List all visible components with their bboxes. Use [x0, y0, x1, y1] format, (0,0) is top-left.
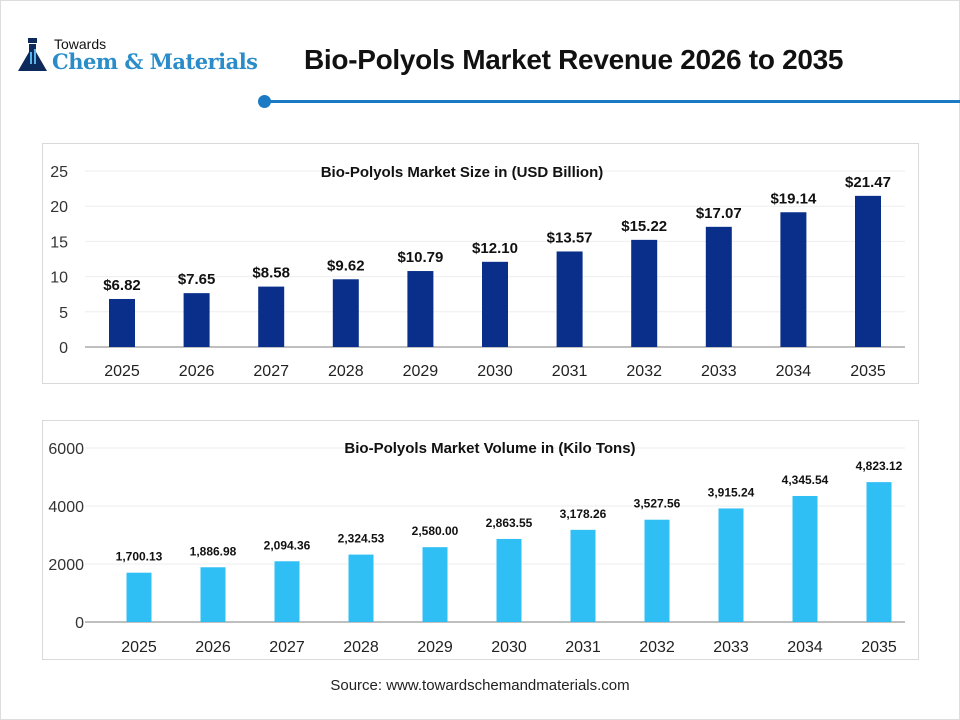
- data-label: $13.57: [547, 229, 593, 246]
- x-tick-label: 2025: [104, 363, 140, 380]
- bar: [126, 572, 152, 622]
- bar: [705, 226, 732, 347]
- bar: [422, 547, 448, 622]
- bar: [482, 261, 508, 347]
- bar: [407, 271, 434, 347]
- data-label: 3,915.24: [708, 485, 755, 499]
- x-tick-label: 2033: [713, 639, 749, 656]
- data-label: $9.62: [327, 257, 365, 274]
- bar: [258, 286, 285, 347]
- bar: [570, 529, 596, 622]
- x-tick-label: 2033: [701, 363, 737, 380]
- y-tick-label: 4000: [48, 499, 84, 516]
- y-tick-label: 2000: [48, 557, 84, 574]
- x-tick-label: 2026: [195, 639, 231, 656]
- y-tick-label: 20: [50, 199, 68, 216]
- data-label: $15.22: [621, 218, 667, 235]
- bar: [274, 561, 300, 622]
- data-label: 3,178.26: [560, 507, 607, 521]
- y-tick-label: 0: [59, 340, 68, 357]
- data-label: $7.65: [178, 271, 216, 288]
- x-tick-label: 2034: [776, 363, 812, 380]
- data-label: 3,527.56: [634, 497, 681, 511]
- bar: [855, 195, 881, 347]
- size-chart-box: [42, 143, 919, 384]
- page-title: Bio-Polyols Market Revenue 2026 to 2035: [304, 44, 844, 75]
- data-label: 2,580.00: [412, 524, 459, 538]
- x-tick-label: 2034: [787, 639, 823, 656]
- x-tick-label: 2030: [477, 363, 513, 380]
- bar: [631, 239, 658, 347]
- source-text: Source: www.towardschemandmaterials.com: [330, 677, 630, 694]
- x-tick-label: 2029: [417, 639, 453, 656]
- bar: [644, 519, 670, 622]
- x-tick-label: 2027: [253, 363, 289, 380]
- bar: [332, 279, 359, 347]
- bar: [200, 567, 226, 622]
- y-tick-label: 6000: [48, 441, 84, 458]
- bar: [348, 554, 374, 622]
- data-label: $19.14: [770, 190, 817, 207]
- x-tick-label: 2025: [121, 639, 157, 656]
- x-tick-label: 2030: [491, 639, 527, 656]
- underline-dot: [258, 95, 271, 108]
- bar: [792, 495, 818, 622]
- data-label: $12.10: [472, 240, 518, 257]
- data-label: 2,863.55: [486, 516, 533, 530]
- x-tick-label: 2027: [269, 639, 305, 656]
- data-label: $21.47: [845, 174, 891, 191]
- volume-chart-box: [42, 420, 919, 660]
- logo-top-text: Towards: [54, 36, 107, 52]
- x-tick-label: 2035: [861, 639, 897, 656]
- x-tick-label: 2032: [626, 363, 662, 380]
- data-label: 4,345.54: [782, 473, 829, 487]
- chart-title: Bio-Polyols Market Volume in (Kilo Tons): [344, 440, 635, 457]
- y-tick-label: 0: [75, 615, 84, 632]
- title-underline: [266, 100, 960, 103]
- data-label: 2,094.36: [264, 538, 311, 552]
- data-label: $17.07: [696, 205, 742, 222]
- y-tick-label: 5: [59, 305, 68, 322]
- data-label: 2,324.53: [338, 532, 385, 546]
- y-tick-label: 25: [50, 164, 68, 181]
- bar: [866, 482, 892, 622]
- data-label: $6.82: [103, 277, 141, 294]
- logo-bottom-text: Chem & Materials: [52, 49, 258, 74]
- chart-title: Bio-Polyols Market Size in (USD Billion): [321, 164, 604, 181]
- bar: [556, 251, 583, 347]
- x-tick-label: 2031: [565, 639, 601, 656]
- x-tick-label: 2029: [403, 363, 439, 380]
- x-tick-label: 2032: [639, 639, 675, 656]
- bar: [496, 538, 522, 622]
- bar: [718, 508, 744, 622]
- x-tick-label: 2028: [343, 639, 379, 656]
- x-tick-label: 2026: [179, 363, 215, 380]
- data-label: $8.58: [252, 265, 290, 282]
- data-label: 4,823.12: [856, 459, 903, 473]
- data-label: 1,886.98: [190, 544, 237, 558]
- data-label: $10.79: [397, 249, 443, 266]
- bar: [183, 293, 210, 347]
- y-tick-label: 10: [50, 270, 68, 287]
- x-tick-label: 2035: [850, 363, 886, 380]
- x-tick-label: 2028: [328, 363, 364, 380]
- y-tick-label: 15: [50, 234, 68, 251]
- bar: [109, 298, 135, 347]
- x-tick-label: 2031: [552, 363, 588, 380]
- bar: [780, 212, 807, 347]
- data-label: 1,700.13: [116, 550, 163, 564]
- flask-icon: [18, 38, 47, 71]
